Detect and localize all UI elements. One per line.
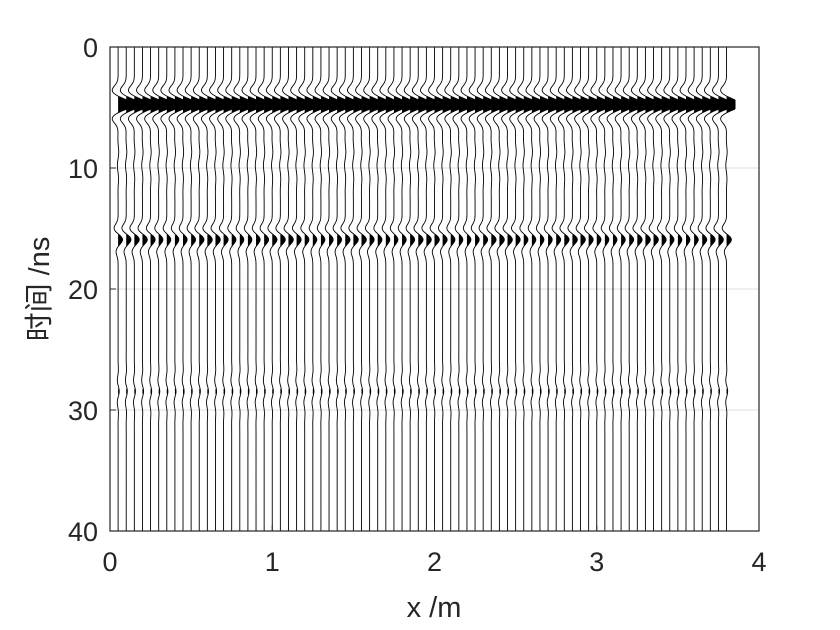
trace-42: [444, 47, 460, 531]
x-tick-label: 3: [589, 547, 604, 577]
trace-62: [606, 47, 622, 531]
trace-59: [582, 47, 598, 531]
trace-51: [517, 47, 533, 531]
trace-41: [436, 47, 452, 531]
trace-49: [501, 47, 517, 531]
trace-65: [630, 47, 647, 531]
y-tick-label: 20: [68, 275, 98, 305]
x-tick-label: 4: [751, 547, 766, 577]
trace-36: [395, 47, 412, 531]
trace-23: [290, 47, 306, 531]
trace-24: [298, 47, 314, 531]
trace-13: [209, 47, 225, 531]
trace-69: [663, 47, 679, 531]
trace-34: [379, 47, 395, 531]
trace-52: [525, 47, 541, 531]
trace-11: [192, 47, 209, 531]
trace-2: [119, 47, 136, 531]
trace-43: [452, 47, 468, 531]
y-tick-label: 30: [68, 396, 98, 426]
trace-3: [127, 47, 144, 531]
trace-66: [639, 47, 655, 531]
trace-9: [176, 47, 192, 531]
y-tick-label: 0: [83, 33, 98, 63]
trace-16: [233, 47, 249, 531]
trace-46: [476, 47, 493, 531]
trace-55: [549, 47, 566, 531]
trace-67: [647, 47, 663, 531]
trace-45: [468, 47, 485, 531]
trace-25: [306, 47, 322, 531]
trace-14: [217, 47, 233, 531]
trace-21: [274, 47, 290, 531]
trace-8: [168, 47, 184, 531]
trace-57: [566, 47, 582, 531]
trace-38: [411, 47, 428, 531]
trace-73: [695, 47, 712, 531]
trace-40: [428, 47, 444, 531]
trace-12: [201, 47, 217, 531]
y-tick-label: 40: [68, 517, 98, 547]
trace-61: [598, 47, 614, 531]
trace-56: [557, 47, 574, 531]
trace-58: [574, 47, 590, 531]
y-tick-label: 10: [68, 154, 98, 184]
trace-31: [355, 47, 371, 531]
trace-6: [152, 47, 168, 531]
trace-76: [720, 47, 736, 531]
x-tick-label: 0: [102, 547, 117, 577]
trace-32: [363, 47, 379, 531]
x-tick-label: 2: [427, 547, 442, 577]
trace-10: [184, 47, 201, 531]
trace-1: [111, 47, 128, 531]
y-tick-labels: 0 10 20 30 40: [68, 33, 98, 547]
trace-47: [484, 47, 501, 531]
trace-53: [533, 47, 549, 531]
trace-64: [622, 47, 639, 531]
trace-50: [509, 47, 525, 531]
trace-37: [403, 47, 420, 531]
trace-75: [712, 47, 728, 531]
trace-54: [541, 47, 558, 531]
trace-26: [314, 47, 330, 531]
trace-15: [225, 47, 241, 531]
trace-30: [347, 47, 363, 531]
trace-44: [460, 47, 476, 531]
trace-72: [687, 47, 704, 531]
axis-ticks: [109, 46, 760, 532]
trace-68: [655, 47, 671, 531]
trace-28: [330, 47, 347, 531]
wiggle-traces: [111, 47, 736, 531]
trace-74: [703, 47, 720, 531]
trace-7: [160, 47, 176, 531]
trace-48: [493, 47, 509, 531]
trace-17: [241, 47, 257, 531]
trace-71: [679, 47, 695, 531]
trace-27: [322, 47, 339, 531]
trace-5: [144, 47, 160, 531]
trace-20: [265, 47, 282, 531]
x-tick-labels: 0 1 2 3 4: [102, 547, 766, 577]
trace-60: [590, 47, 606, 531]
trace-18: [249, 47, 265, 531]
trace-22: [282, 47, 298, 531]
trace-4: [136, 47, 152, 531]
trace-19: [257, 47, 274, 531]
trace-39: [420, 47, 436, 531]
trace-63: [614, 47, 631, 531]
trace-29: [338, 47, 355, 531]
trace-33: [371, 47, 387, 531]
trace-35: [387, 47, 403, 531]
y-axis-label: 时间 /ns: [23, 237, 56, 342]
x-axis-label: x /m: [407, 592, 462, 624]
trace-70: [671, 47, 687, 531]
x-tick-label: 1: [265, 547, 280, 577]
